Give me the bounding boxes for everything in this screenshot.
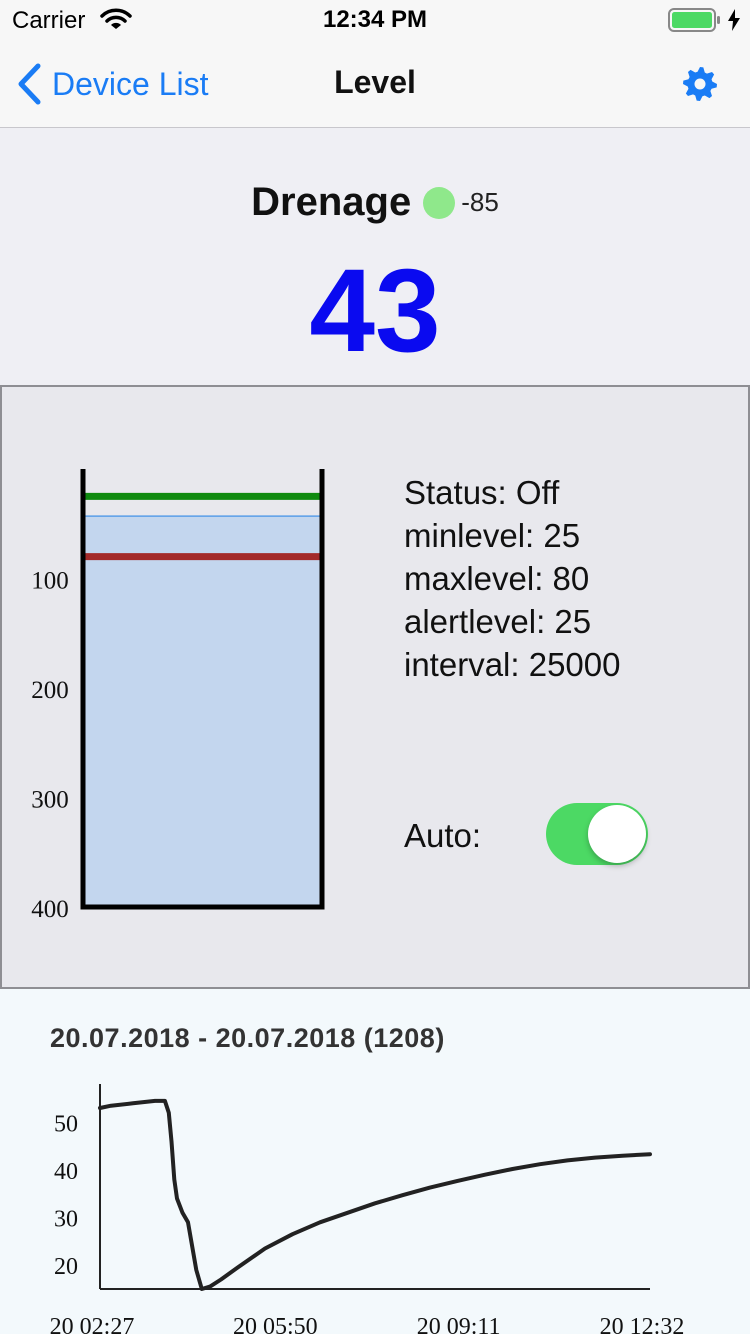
clock: 12:34 PM xyxy=(322,6,428,33)
x-tick-label: 20 05:50 xyxy=(233,1314,318,1334)
maxlevel-text: maxlevel: 80 xyxy=(404,560,590,597)
back-button[interactable]: Device List xyxy=(16,62,209,106)
auto-label: Auto: xyxy=(404,817,482,854)
minlevel-text: minlevel: 25 xyxy=(404,517,581,554)
y-tick-label: 50 xyxy=(54,1111,78,1137)
current-level-value: 43 xyxy=(309,245,441,377)
signal-strength: -85 xyxy=(461,187,499,217)
tank-scale-label: 300 xyxy=(31,787,69,814)
history-range-label: 20.07.2018 - 20.07.2018 (1208) xyxy=(50,1023,445,1053)
auto-toggle[interactable] xyxy=(546,803,648,865)
x-tick-label: 20 09:11 xyxy=(417,1314,501,1334)
x-tick-label: 20 02:27 xyxy=(50,1314,135,1334)
gear-icon xyxy=(683,67,717,101)
wifi-icon xyxy=(100,8,132,29)
carrier-label: Carrier xyxy=(12,7,86,34)
status-bar: Carrier 12:34 PM xyxy=(0,0,750,40)
charging-bolt-icon xyxy=(728,9,740,31)
history-chart: 20 30 40 50 20 02:27 20 05:50 20 09:11 20 12:32 xyxy=(50,1084,685,1334)
interval-text: interval: 25000 xyxy=(404,646,621,683)
settings-button[interactable] xyxy=(678,62,722,106)
history-section: 20.07.2018 - 20.07.2018 (1208) 20 30 40 50 2… xyxy=(0,989,750,1334)
device-title-line: Drenage -85 xyxy=(0,180,750,225)
status-text: Status: Off xyxy=(404,474,560,511)
tank-scale-label: 400 xyxy=(31,896,69,923)
chevron-left-icon xyxy=(18,63,41,105)
tank-gauge: 100 200 300 400 xyxy=(31,469,325,923)
back-button-label: Device List xyxy=(52,65,209,102)
battery-icon xyxy=(668,8,720,32)
y-tick-label: 40 xyxy=(54,1159,78,1185)
tank-panel: 100 200 300 400 Status: Off minlevel: 25 ma… xyxy=(0,385,750,989)
auto-toggle-knob xyxy=(588,805,646,863)
tank-fill xyxy=(83,516,322,907)
tank-scale-label: 200 xyxy=(31,677,69,704)
device-name: Drenage xyxy=(251,180,412,224)
signal-status-dot xyxy=(423,186,456,219)
x-tick-label: 20 12:32 xyxy=(600,1314,685,1334)
tank-walls xyxy=(80,469,325,910)
alertlevel-text: alertlevel: 25 xyxy=(404,603,592,640)
device-header: Drenage -85 43 xyxy=(0,128,750,386)
tank-scale-label: 100 xyxy=(31,568,69,595)
navigation-bar: Device List Level xyxy=(0,40,750,128)
device-info: Status: Off minlevel: 25 maxlevel: 80 al… xyxy=(404,471,620,686)
y-tick-label: 30 xyxy=(54,1207,78,1233)
gear-hole xyxy=(694,78,706,90)
series-line xyxy=(98,1098,652,1291)
y-tick-label: 20 xyxy=(54,1254,78,1280)
